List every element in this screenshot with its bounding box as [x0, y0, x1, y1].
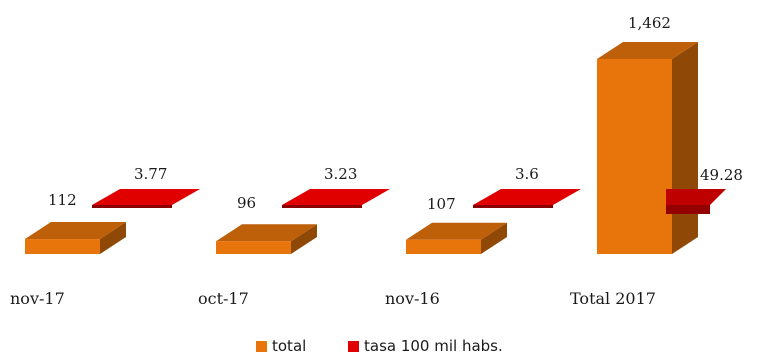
legend: total tasa 100 mil habs. — [256, 337, 503, 355]
legend-label-tasa: tasa 100 mil habs. — [364, 337, 503, 355]
category-labels-layer: nov-17 oct-17 nov-16 Total 2017 — [10, 289, 656, 308]
data-label-rate-3: 49.28 — [700, 166, 743, 184]
data-labels-layer: 112 3.77 96 3.23 107 3.6 1,462 49.28 — [48, 14, 743, 213]
legend-swatch-tasa — [348, 341, 359, 352]
bar-total-1 — [216, 224, 317, 254]
data-label-total-0: 112 — [48, 191, 77, 209]
bar-total-2 — [406, 222, 507, 254]
category-label-1: oct-17 — [198, 289, 249, 308]
category-label-3: Total 2017 — [570, 289, 656, 308]
data-label-total-2: 107 — [427, 195, 456, 213]
bar-total-3 — [597, 42, 698, 254]
legend-label-total: total — [272, 337, 306, 355]
bar-rate-1 — [282, 189, 390, 208]
bar-rate-3 — [666, 189, 726, 214]
bar-rate-0 — [92, 189, 200, 208]
category-label-2: nov-16 — [385, 289, 440, 308]
data-label-total-3: 1,462 — [628, 14, 671, 32]
bar-rate-2 — [473, 189, 581, 208]
data-label-rate-0: 3.77 — [134, 165, 167, 183]
data-label-rate-2: 3.6 — [515, 165, 539, 183]
bars-layer — [25, 42, 726, 254]
bar-total-0 — [25, 222, 126, 254]
legend-swatch-total — [256, 341, 267, 352]
data-label-rate-1: 3.23 — [324, 165, 357, 183]
data-label-total-1: 96 — [237, 194, 256, 212]
category-label-0: nov-17 — [10, 289, 65, 308]
